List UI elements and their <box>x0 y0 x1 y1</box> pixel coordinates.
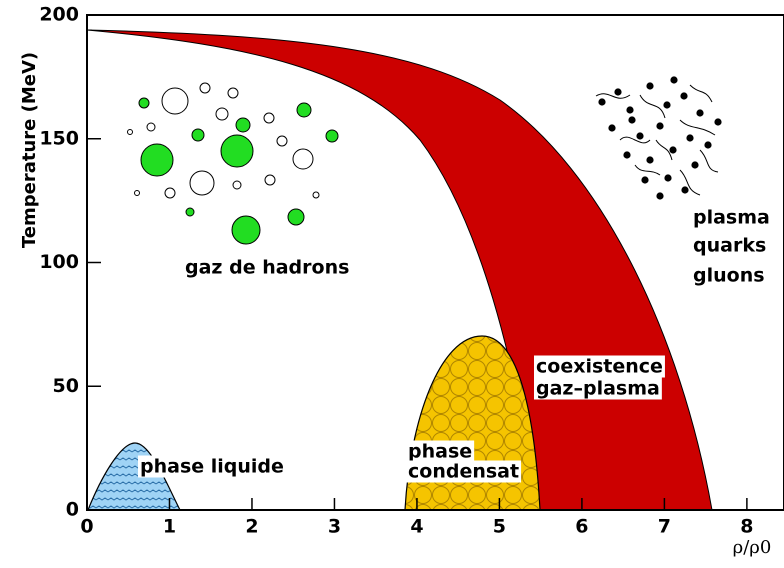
x-tick-label: 2 <box>245 516 258 538</box>
y-tick-label: 50 <box>53 375 79 397</box>
x-tick-label: 3 <box>328 516 341 538</box>
annotation: gluons <box>693 265 765 287</box>
liquid-region <box>87 442 181 511</box>
annotation: phase liquide <box>140 456 284 478</box>
annotation-bg <box>534 377 662 400</box>
plasma-dots <box>595 76 722 200</box>
x-tick-label: 5 <box>493 516 506 538</box>
x-tick-label: 8 <box>740 516 753 538</box>
annotation-bg <box>534 355 665 378</box>
y-tick-label: 0 <box>66 499 79 521</box>
annotation: gaz–plasma <box>536 378 660 400</box>
x-tick-label: 6 <box>575 516 588 538</box>
annotation: coexistence <box>536 356 663 378</box>
annotation-bg <box>406 440 475 463</box>
y-tick-label: 200 <box>39 4 79 26</box>
annotation: quarks <box>693 235 766 257</box>
annotation: condensat <box>408 461 519 483</box>
annotation-bg <box>406 460 522 483</box>
y-tick-label: 150 <box>39 127 79 149</box>
x-tick-label: 1 <box>163 516 176 538</box>
x-axis-label: ρ/ρ0 <box>733 537 772 558</box>
x-tick-label: 0 <box>80 516 93 538</box>
x-tick-label: 7 <box>658 516 671 538</box>
y-axis-label: Temperature (MeV) <box>19 52 40 248</box>
annotation: plasma <box>693 207 770 229</box>
annotation-bg <box>138 455 286 478</box>
x-tick-label: 4 <box>410 516 423 538</box>
annotation: gaz de hadrons <box>185 257 349 279</box>
hadron-bubbles <box>127 82 339 245</box>
y-tick-label: 100 <box>39 251 79 273</box>
annotation: phase <box>408 441 472 463</box>
